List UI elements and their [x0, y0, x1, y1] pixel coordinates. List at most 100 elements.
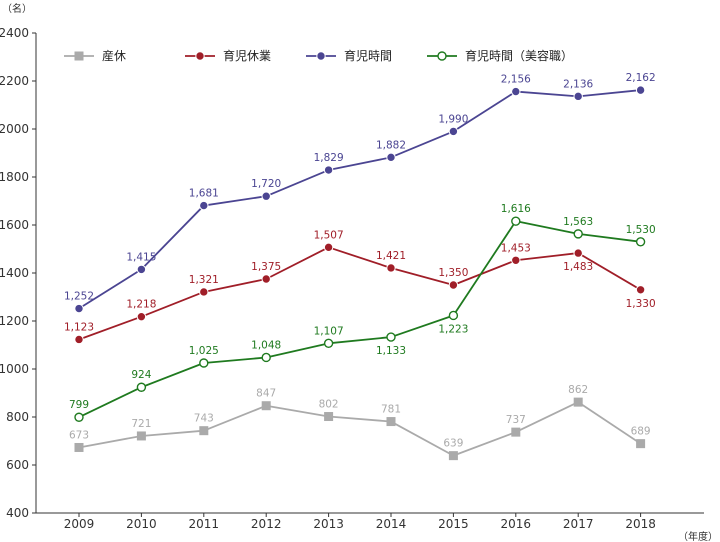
data-point: [386, 263, 396, 273]
data-point: [316, 51, 326, 61]
data-label: 721: [131, 418, 151, 430]
x-axis-unit: （年度）: [678, 530, 718, 542]
data-label: 2,136: [563, 78, 593, 90]
data-label: 1,133: [376, 345, 406, 357]
series-line: [78, 401, 642, 457]
data-point: [74, 303, 84, 314]
data-label: 743: [194, 413, 214, 425]
data-point: [448, 280, 459, 290]
data-label: 799: [69, 399, 89, 411]
legend-label: 育児時間: [344, 48, 392, 63]
series-1: 673 721 743 847 802 781 639 737 862 689: [69, 384, 651, 461]
data-label: 1,453: [501, 242, 531, 254]
y-tick-label: 2400: [0, 26, 29, 40]
data-point: [448, 310, 459, 321]
x-tick-label: 2015: [438, 517, 469, 531]
x-tick-label: 2016: [501, 517, 532, 531]
data-point: [261, 401, 271, 411]
series-layer: 673 721 743 847 802 781 639 737 862 689 1,123 1,218…: [64, 72, 656, 461]
data-point: [323, 165, 334, 175]
data-label: 1,530: [626, 224, 656, 236]
data-point: [136, 264, 147, 275]
data-point: [199, 358, 209, 368]
data-point: [635, 285, 646, 295]
legend-label: 育児休業: [223, 48, 271, 63]
data-point: [573, 248, 583, 258]
data-label: 1,507: [314, 229, 344, 241]
legend-item: 育児時間（美容職）: [427, 48, 573, 63]
data-label: 1,048: [251, 339, 281, 351]
data-point: [136, 431, 146, 441]
data-label: 1,563: [563, 216, 593, 228]
data-label: 802: [319, 399, 339, 411]
y-tick-label: 1200: [0, 314, 29, 328]
data-point: [261, 274, 271, 284]
data-point: [74, 334, 84, 345]
data-label: 924: [131, 369, 151, 381]
x-tick-label: 2009: [64, 517, 95, 531]
y-tick-label: 800: [6, 410, 29, 424]
data-point: [386, 417, 396, 427]
x-tick-label: 2013: [313, 517, 344, 531]
data-point: [635, 85, 646, 95]
series-line: [78, 220, 641, 419]
data-label: 737: [506, 414, 526, 426]
x-tick-label: 2017: [563, 517, 594, 531]
data-label: 1,681: [189, 188, 219, 200]
data-label: 1,218: [126, 299, 156, 311]
y-tick-label: 1000: [0, 362, 29, 376]
data-point: [261, 191, 271, 201]
data-point: [199, 287, 209, 297]
data-point: [573, 397, 583, 407]
data-label: 1,123: [64, 321, 94, 333]
data-point: [323, 242, 334, 253]
series-3: 1,252 1,415 1,681 1,720 1,829 1,882 1,990 2,156…: [64, 72, 656, 314]
y-tick-label: 1800: [0, 170, 29, 184]
data-point: [511, 216, 521, 226]
data-label: 1,829: [314, 152, 344, 164]
x-tick-label: 2011: [189, 517, 220, 531]
data-label: 1,990: [438, 113, 468, 125]
data-label: 1,375: [251, 261, 281, 273]
data-point: [324, 412, 334, 422]
axes: 400 600 800 1000 1200 1400 1600 1800 2000 2200 240…: [0, 26, 704, 531]
y-tick-label: 1400: [0, 266, 29, 280]
series-2: 1,123 1,218 1,321 1,375 1,507 1,421 1,350 1,453…: [64, 229, 656, 345]
y-tick-label: 1600: [0, 218, 29, 232]
series-line: [78, 89, 641, 310]
x-tick-label: 2012: [251, 517, 282, 531]
data-label: 781: [381, 404, 401, 416]
data-point: [136, 311, 147, 322]
data-label: 1,616: [501, 203, 531, 215]
data-label: 1,421: [376, 250, 406, 262]
data-point: [74, 442, 84, 452]
series-4: 799 924 1,025 1,048 1,107 1,133 1,223 1,616 1,56…: [69, 203, 656, 422]
series-line: [78, 246, 642, 341]
data-label: 1,252: [64, 291, 94, 303]
y-tick-label: 600: [6, 458, 29, 472]
y-axis-unit: （名）: [2, 2, 32, 15]
data-label: 1,720: [251, 178, 281, 190]
data-label: 1,223: [438, 323, 468, 335]
data-point: [74, 412, 84, 422]
data-label: 2,156: [501, 74, 531, 86]
data-label: 689: [631, 426, 651, 438]
data-point: [136, 382, 147, 392]
data-label: 2,162: [626, 72, 656, 84]
y-tick-label: 2000: [0, 122, 29, 136]
legend: 産休 育児休業 育児時間 育児時間（美容職）: [64, 48, 573, 63]
data-point: [636, 439, 646, 449]
data-label: 1,483: [563, 261, 593, 273]
legend-label: 産休: [102, 48, 126, 63]
data-point: [635, 237, 646, 247]
data-label: 673: [69, 429, 89, 441]
data-label: 1,025: [189, 345, 219, 357]
data-point: [386, 152, 396, 163]
legend-label: 育児時間（美容職）: [465, 48, 573, 63]
data-label: 862: [568, 384, 588, 396]
data-label: 1,350: [438, 267, 468, 279]
x-tick-label: 2018: [625, 517, 656, 531]
data-point: [511, 255, 521, 265]
data-label: 847: [256, 388, 276, 400]
